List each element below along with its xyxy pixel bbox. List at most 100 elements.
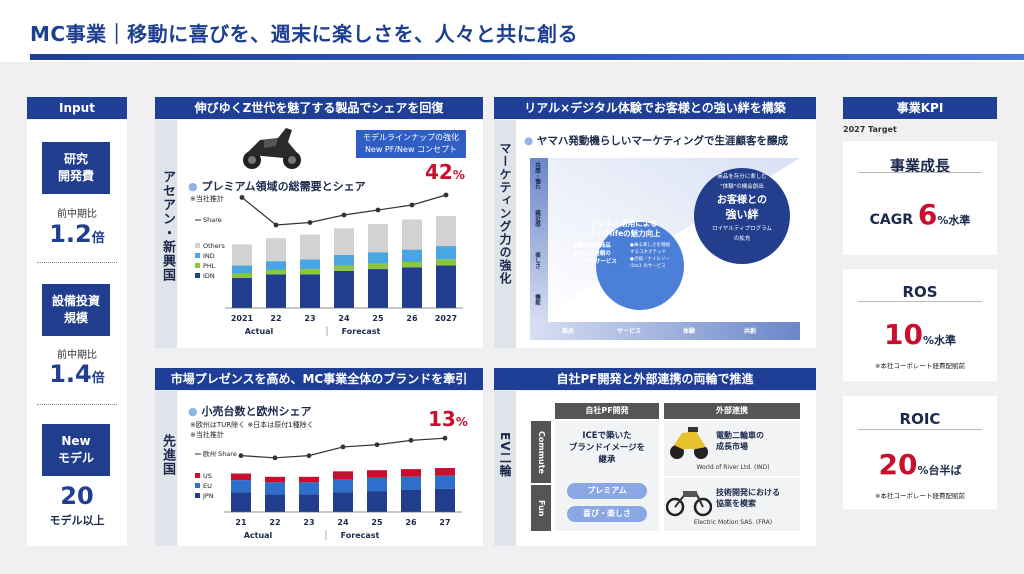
x-tick-label: 2021	[231, 314, 254, 323]
x-tick-label: 23	[304, 314, 315, 323]
bond-bottom-2: の拡充	[733, 236, 751, 242]
x-tick-label: 25	[371, 518, 383, 527]
bar-segment	[402, 249, 422, 262]
bar-segment	[300, 234, 320, 260]
bar-segment	[436, 265, 456, 308]
kpi-growth-head: 事業成長	[889, 157, 950, 175]
input-model-value-wrap: 20	[27, 482, 127, 510]
page-title: MC事業｜移動に喜びを、週末に楽しさを、人々と共に創る	[30, 22, 579, 46]
bar-segment	[368, 223, 388, 253]
bar-segment	[266, 238, 286, 262]
ev-side-label: EV二輪	[498, 432, 512, 478]
share-point	[272, 455, 278, 461]
kpi-card-growth	[843, 141, 997, 255]
input-capex-value: 1.4	[49, 360, 92, 388]
kpi-growth-value: 6	[917, 198, 938, 231]
bar-segment	[231, 473, 251, 481]
input-rd-label-1: 研究	[63, 152, 88, 166]
bar-segment	[266, 274, 286, 308]
bond-circle	[694, 168, 790, 264]
bar-segment	[401, 490, 421, 512]
ev-title-bar: 自社PF開発と外部連携の両輪で推進	[494, 368, 816, 390]
asean-side	[155, 120, 177, 348]
bond-top-2: "体験"の機会創出	[720, 184, 764, 190]
legend-label: US	[203, 472, 212, 480]
share-point	[273, 222, 279, 228]
marketing-diagram	[530, 158, 800, 340]
bar-segment	[334, 270, 354, 308]
header	[0, 0, 1024, 62]
digital-right-item: /1to1 のサービス	[630, 264, 666, 269]
bar-segment	[232, 244, 252, 266]
asean-callout-1: モデルラインナップの強化	[363, 133, 459, 142]
legend-label: IDN	[203, 272, 215, 280]
bar-segment	[333, 492, 353, 512]
divider	[37, 262, 117, 263]
legend-swatch	[195, 473, 200, 478]
trial-ebike-icon	[666, 491, 712, 517]
bond-circle-text: 商品を存分に楽しむ "体験"の機会創出 お客様との 強い絆 ロイヤルティプログラ…	[700, 172, 784, 244]
kpi-ros-unit: %水準	[922, 334, 956, 347]
x-tick-label: 24	[337, 518, 349, 527]
bar-segment	[435, 468, 455, 476]
marketing-title-bar: リアル×デジタル体験でお客様との強い絆を構築	[494, 97, 816, 119]
share-point	[306, 453, 312, 459]
digital-right-item: するコネクテッド	[630, 250, 666, 255]
bar-segment	[299, 476, 319, 483]
bar-segment	[265, 482, 285, 495]
ev-side	[494, 391, 516, 546]
kpi-roic-value-wrap: 20%台半ば	[843, 448, 997, 481]
input-model-box: New モデル	[42, 424, 110, 476]
bar-segment	[368, 263, 388, 270]
developed-panel	[155, 391, 483, 546]
marketing-side	[494, 120, 516, 348]
bullet-icon: ●	[188, 405, 198, 418]
input-rd-value: 1.2	[49, 220, 92, 248]
input-rd-box: 研究 開発費	[42, 142, 110, 194]
developed-end-unit: %	[455, 415, 468, 429]
x-label: 体験	[683, 328, 696, 335]
ev-pill-premium: プレミアム	[567, 483, 647, 499]
asean-end-unit: %	[452, 168, 465, 182]
legend-swatch	[195, 493, 200, 498]
asean-chart-title: プレミアム領域の総需要とシェア	[201, 180, 366, 193]
digital-circle-title: デジタル活用による バイクlifeの魅力向上	[584, 219, 664, 239]
developed-chart: US EU JPN 欧州 Share 21 22 23 24 25 26 27 Actual Forec…	[195, 435, 462, 540]
ev-partner-2-line2: 協業を模索	[716, 499, 756, 508]
y-label: 共感・憧れ	[534, 162, 540, 190]
x-group-label: Forecast	[342, 327, 381, 336]
kpi-roic-unit: %台半ば	[917, 464, 962, 477]
x-group-label: Actual	[245, 327, 274, 336]
developed-title-bar: 市場プレゼンスを高め、MC事業全体のブランドを牽引	[155, 368, 483, 390]
input-title: Input	[27, 97, 127, 119]
bar-segment	[435, 475, 455, 489]
input-rd-label-2: 開発費	[57, 169, 94, 183]
bar-segment	[334, 265, 354, 271]
digital-circle-right-items: ●乗る楽しさを増幅 するコネクテッド ●点検／ナイルソー /1to1 のサービス	[630, 242, 680, 270]
bar-segment	[300, 259, 320, 270]
share-point	[443, 192, 449, 198]
digital-right-item: ●乗る楽しさを増幅	[630, 243, 670, 248]
bar-segment	[402, 219, 422, 250]
share-point	[374, 442, 380, 448]
share-point	[307, 220, 313, 225]
bond-top-1: 商品を存分に楽しむ	[717, 174, 767, 180]
ev-ice-1: ICEで築いた	[582, 431, 632, 441]
y-label: 楽しさ	[534, 252, 540, 269]
ev-partner-1-line1: 電動二輪車の	[716, 431, 764, 440]
developed-chart-heading: ● 小売台数と欧州シェア	[188, 403, 311, 419]
digital-title-2: バイクlifeの魅力向上	[587, 229, 661, 238]
share-point	[408, 437, 414, 443]
ev-partner-1-caption: World of River Ltd. (IND)	[696, 464, 770, 471]
x-tick-label: 22	[270, 314, 281, 323]
header-underline	[30, 54, 1024, 60]
input-capex-sub: 前中期比	[57, 350, 97, 361]
legend-line-label: 欧州 Share	[203, 449, 237, 458]
developed-note-2: ※当社推計	[190, 431, 224, 439]
bar-segment	[232, 277, 252, 308]
x-tick-label: 26	[406, 314, 418, 323]
input-capex-value-wrap: 1.4倍	[27, 360, 127, 388]
digital-circle-items: ●魅力的な商品 ●安心／信頼の アフターサービス	[573, 242, 629, 266]
bar-segment	[435, 488, 455, 512]
input-model-label-1: New	[61, 434, 91, 448]
